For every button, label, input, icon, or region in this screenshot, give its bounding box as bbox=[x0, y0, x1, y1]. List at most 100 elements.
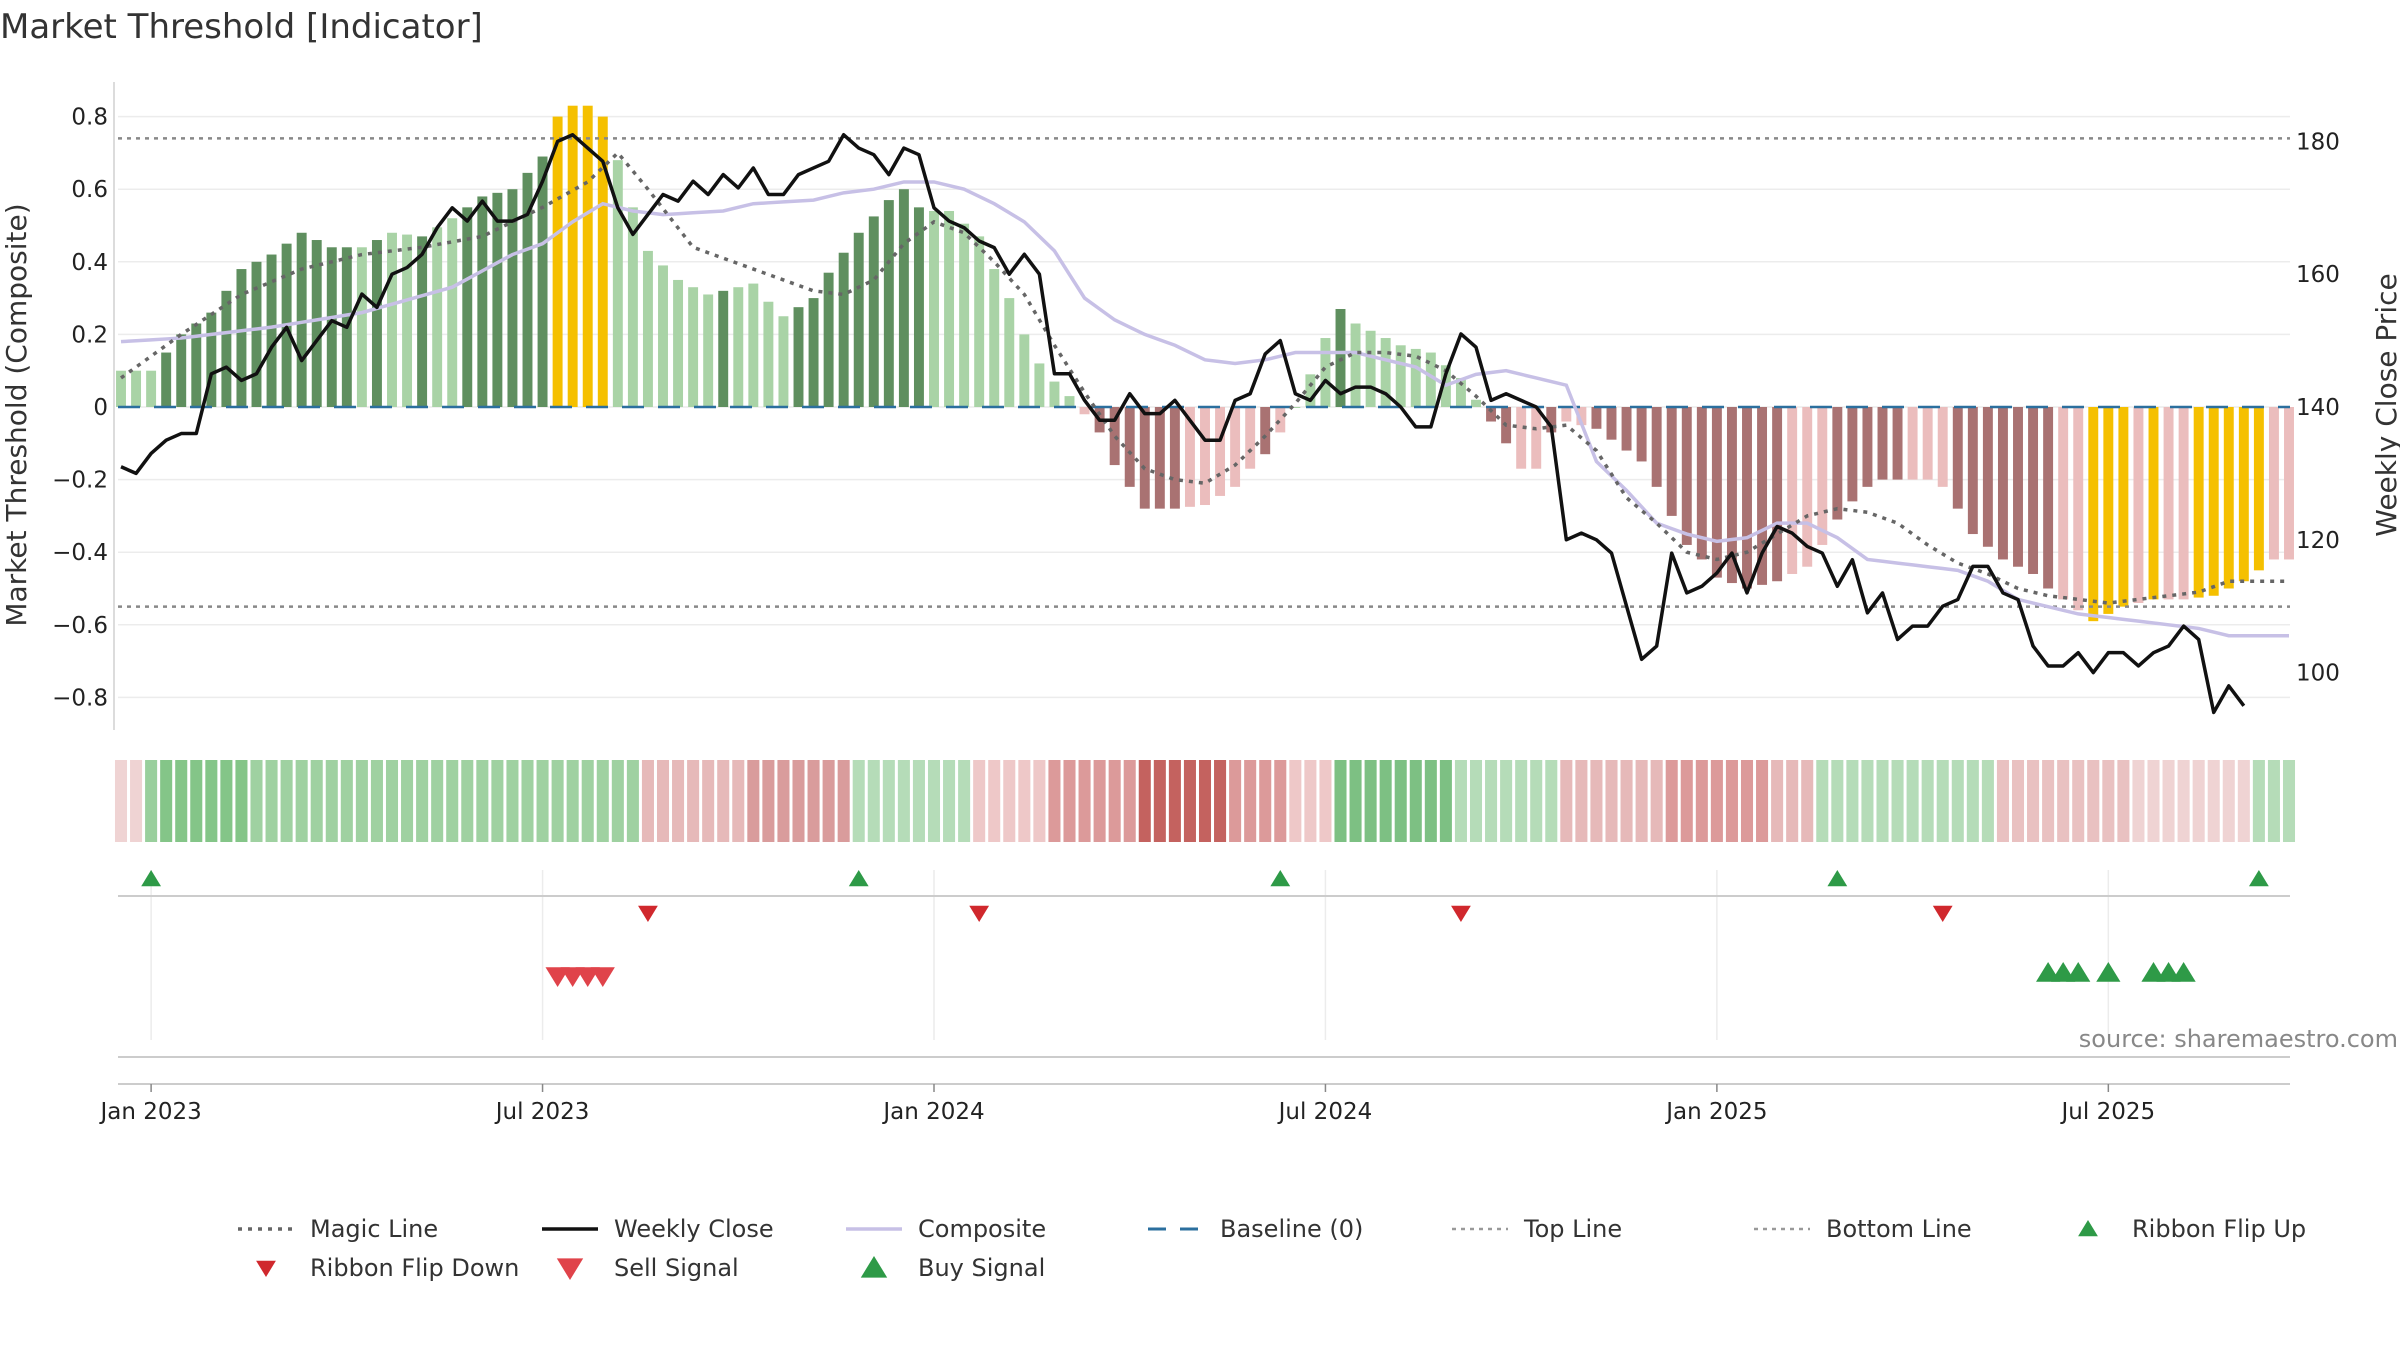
composite-bar bbox=[1952, 407, 1963, 509]
ribbon-cell bbox=[927, 760, 941, 842]
ribbon-cell bbox=[1183, 760, 1196, 842]
ribbon-cell bbox=[1725, 760, 1738, 842]
composite-bar bbox=[1877, 407, 1888, 480]
composite-bar bbox=[1260, 407, 1271, 455]
ribbon-cell bbox=[1334, 760, 1347, 842]
ribbon-flip-up-marker bbox=[2248, 870, 2269, 887]
composite-bar bbox=[326, 247, 337, 407]
ribbon-cell bbox=[2192, 760, 2205, 842]
composite-bar bbox=[1305, 374, 1316, 407]
ribbon-cell bbox=[446, 760, 459, 842]
composite-bar bbox=[266, 254, 277, 407]
ribbon-cell bbox=[882, 760, 895, 842]
composite-bar bbox=[1982, 407, 1993, 547]
composite-bar bbox=[1230, 407, 1241, 487]
composite-bar bbox=[1064, 396, 1075, 407]
ribbon-cell bbox=[1590, 760, 1603, 842]
composite-bar bbox=[898, 189, 909, 407]
ribbon-cell bbox=[687, 760, 700, 842]
ribbon-cell bbox=[1078, 760, 1091, 842]
composite-bar bbox=[221, 290, 232, 407]
composite-bar bbox=[1471, 399, 1481, 407]
ribbon-cell bbox=[1665, 760, 1678, 842]
legend-swatch bbox=[556, 1258, 584, 1280]
ribbon-flip-down-marker bbox=[1932, 905, 1953, 922]
ribbon-cell bbox=[1018, 760, 1031, 842]
composite-bar bbox=[1350, 323, 1361, 407]
ribbon-cell bbox=[973, 760, 986, 842]
composite-bar bbox=[1079, 407, 1090, 415]
composite-bar bbox=[823, 272, 834, 407]
composite-bar bbox=[2058, 407, 2069, 600]
ribbon-cell bbox=[1906, 760, 1919, 842]
ribbon-cell bbox=[672, 760, 685, 842]
ribbon-cell bbox=[1168, 760, 1181, 842]
legend-label: Bottom Line bbox=[1826, 1215, 1972, 1243]
composite-bar bbox=[1621, 407, 1632, 451]
legend-item-magic: Magic Line bbox=[238, 1215, 438, 1243]
chart-title: Market Threshold [Indicator] bbox=[0, 7, 483, 47]
legend-label: Composite bbox=[918, 1215, 1046, 1243]
ribbon-cell bbox=[431, 760, 444, 842]
composite-bar bbox=[1907, 407, 1918, 480]
y-tick-label: −0.8 bbox=[52, 685, 108, 711]
ribbon-cell bbox=[2267, 760, 2280, 842]
composite-bar bbox=[387, 232, 397, 407]
composite-bar bbox=[868, 216, 879, 407]
legend-item-sell: Sell Signal bbox=[556, 1254, 739, 1282]
composite-bar bbox=[1004, 298, 1015, 407]
y2-tick-label: 120 bbox=[2296, 528, 2340, 554]
composite-bar bbox=[447, 218, 458, 407]
composite-bar bbox=[146, 370, 157, 407]
x-axis-ticks: Jan 2023 Jul 2023 Jan 2024 Jul 2024 Jan 2025… bbox=[98, 1084, 2155, 1125]
ribbon-cell bbox=[1108, 760, 1121, 842]
ribbon-cell bbox=[1620, 760, 1633, 842]
ribbon-cell bbox=[1319, 760, 1332, 842]
ribbon-cell bbox=[175, 760, 188, 842]
ribbon-cell bbox=[355, 760, 368, 842]
composite-bar bbox=[2163, 407, 2174, 600]
y2-tick-label: 180 bbox=[2296, 129, 2340, 155]
ribbon-cell bbox=[1093, 760, 1106, 842]
ribbon-cell bbox=[1545, 760, 1558, 842]
ribbon-cell bbox=[581, 760, 594, 842]
composite-bar bbox=[1591, 407, 1602, 429]
composite-bar bbox=[567, 105, 578, 408]
composite-bar bbox=[1892, 407, 1903, 480]
composite-line bbox=[120, 180, 2289, 638]
ribbon-cell bbox=[656, 760, 670, 842]
ribbon-cell bbox=[1198, 760, 1212, 842]
composite-bar bbox=[1169, 407, 1180, 509]
ribbon-cell bbox=[1274, 760, 1287, 842]
composite-bar bbox=[763, 301, 774, 407]
ribbon-cell bbox=[416, 760, 429, 842]
legend-label: Top Line bbox=[1523, 1215, 1622, 1243]
ribbon-cell bbox=[1650, 760, 1663, 842]
composite-bar bbox=[1651, 407, 1662, 487]
legend-label: Buy Signal bbox=[918, 1254, 1045, 1282]
ribbon-cell bbox=[265, 760, 278, 842]
y-tick-label: −0.2 bbox=[52, 468, 108, 494]
ribbon-cell bbox=[1816, 760, 1829, 842]
ribbon-cell bbox=[1033, 760, 1046, 842]
composite-bar bbox=[236, 269, 247, 407]
composite-bar bbox=[1967, 407, 1978, 535]
composite-bar bbox=[612, 160, 623, 407]
composite-bar bbox=[673, 279, 684, 407]
composite-bar bbox=[1455, 377, 1466, 407]
composite-bar bbox=[206, 312, 217, 407]
legend-item-baseline: Baseline (0) bbox=[1148, 1215, 1363, 1243]
composite-bar bbox=[1395, 345, 1406, 407]
ribbon-cell bbox=[988, 760, 1001, 842]
y-tick-label: 0.4 bbox=[71, 250, 108, 276]
ribbon-cell bbox=[1364, 760, 1377, 842]
composite-bar bbox=[1410, 348, 1421, 407]
composite-bar bbox=[2043, 407, 2054, 589]
ribbon-cell bbox=[1695, 760, 1708, 842]
legend-label: Ribbon Flip Up bbox=[2132, 1215, 2306, 1243]
ribbon-cell bbox=[702, 760, 715, 842]
composite-bar bbox=[838, 252, 849, 407]
ribbon-cell bbox=[1138, 760, 1151, 842]
composite-bar bbox=[1696, 407, 1707, 560]
composite-bar bbox=[2133, 407, 2144, 604]
